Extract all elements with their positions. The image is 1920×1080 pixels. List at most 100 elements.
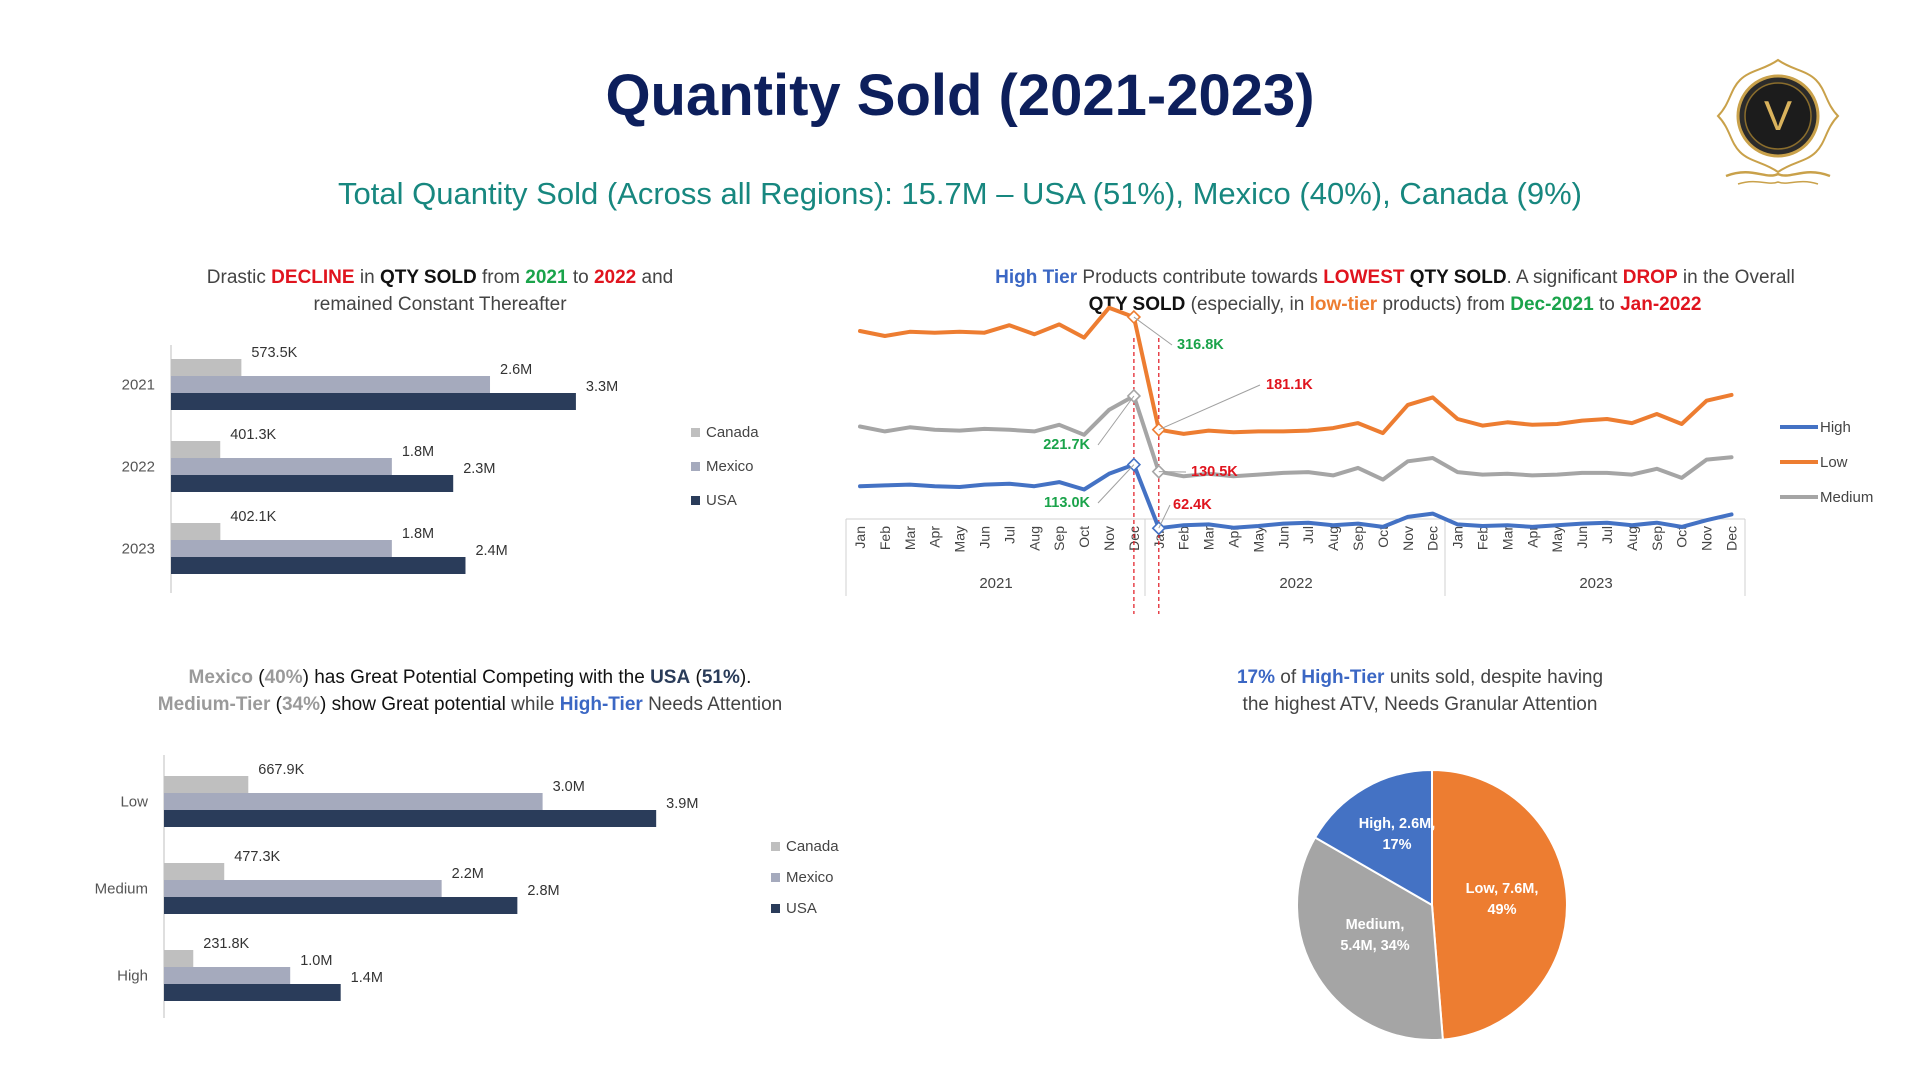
logo-letter: V xyxy=(1764,92,1792,139)
brand-logo: V xyxy=(1712,56,1844,198)
pie-slice-medium xyxy=(1296,836,1444,1041)
tier-bar-bar xyxy=(164,880,442,897)
year-bar-legend-swatch xyxy=(691,462,700,471)
year-bar-category-label: 2022 xyxy=(122,459,155,476)
monthly-line-month-label: Apr xyxy=(927,526,943,548)
year-bar-data-label: 1.8M xyxy=(402,526,434,542)
tier-bar-bar xyxy=(164,810,657,827)
monthly-line-callout-leader xyxy=(1097,395,1135,446)
pie-slice-label: Low, 7.6M, xyxy=(1466,881,1539,897)
monthly-line-month-label: May xyxy=(1549,526,1565,552)
monthly-line-month-label: Sep xyxy=(1051,526,1067,551)
monthly-line-month-label: Oct xyxy=(1375,526,1391,548)
monthly-line-series-medium xyxy=(858,394,1734,482)
tier-bar-data-label: 3.0M xyxy=(553,779,585,795)
tier-bar-data-label: 1.4M xyxy=(351,970,383,986)
tier-bar-data-label: 2.2M xyxy=(452,866,484,882)
year-bar-bar xyxy=(171,376,491,393)
year-bar-bar xyxy=(171,441,221,458)
year-bar-bar xyxy=(171,458,392,475)
tier-bar-legend-label: Mexico xyxy=(786,869,834,886)
page-subtitle: Total Quantity Sold (Across all Regions)… xyxy=(338,176,1582,211)
monthly-line-callout-leader xyxy=(1158,384,1261,431)
monthly-line-month-label: Mar xyxy=(902,526,918,550)
monthly-line-callout-leader xyxy=(1097,464,1135,504)
monthly-line-month-label: Jul xyxy=(1300,526,1316,544)
year-bar-legend-swatch xyxy=(691,496,700,505)
tier-bar-bar xyxy=(164,967,291,984)
year-bar-title: Drastic DECLINE in QTY SOLD from 2021 to… xyxy=(206,267,674,315)
monthly-line-month-label: Mar xyxy=(1499,526,1515,550)
year-bar-category-label: 2023 xyxy=(122,541,155,558)
monthly-line-month-label: Feb xyxy=(1176,526,1192,550)
monthly-line-month-label: Aug xyxy=(1624,526,1640,551)
monthly-line-month-label: Sep xyxy=(1649,526,1665,551)
monthly-line-year-label: 2021 xyxy=(979,575,1012,592)
pie-slice-label: 49% xyxy=(1487,902,1516,918)
tier-bar-bar xyxy=(164,776,249,793)
year-bar-data-label: 573.5K xyxy=(251,345,297,361)
year-bar-bar xyxy=(171,393,576,410)
pie-slice-label: High, 2.6M, xyxy=(1359,816,1436,832)
monthly-line-title: High Tier Products contribute towards LO… xyxy=(995,267,1795,315)
year-bar-category-label: 2021 xyxy=(122,377,155,394)
year-bar-legend-label: Mexico xyxy=(706,458,754,475)
year-bar-bar xyxy=(171,557,466,574)
tier-bar-data-label: 1.0M xyxy=(300,953,332,969)
monthly-line-month-label: Jun xyxy=(977,526,993,549)
monthly-line-month-label: Nov xyxy=(1101,526,1117,551)
pie-slice-label: 17% xyxy=(1382,837,1411,853)
monthly-line-month-label: Nov xyxy=(1699,526,1715,551)
year-bar-bar xyxy=(171,475,454,492)
monthly-line-month-label: Feb xyxy=(877,526,893,550)
monthly-line-month-label: Aug xyxy=(1325,526,1341,551)
monthly-line-month-label: Nov xyxy=(1400,526,1416,551)
monthly-line-callout-label: 113.0K xyxy=(1044,495,1090,511)
monthly-line-callout-label: 181.1K xyxy=(1266,377,1313,393)
tier-bar-legend-swatch xyxy=(771,842,780,851)
tier-bar-data-label: 477.3K xyxy=(234,849,280,865)
tier-bar-data-label: 2.8M xyxy=(527,883,559,899)
pie-slice-label: 5.4M, 34% xyxy=(1340,938,1409,954)
monthly-line-month-label: May xyxy=(1250,526,1266,552)
monthly-line-month-label: Jun xyxy=(1275,526,1291,549)
year-bar-bar xyxy=(171,540,392,557)
monthly-line-month-label: Jan xyxy=(1450,526,1466,549)
monthly-line-month-label: Dec xyxy=(1425,526,1441,551)
monthly-line-callout-label: 62.4K xyxy=(1173,497,1212,513)
monthly-line-month-label: Sep xyxy=(1350,526,1366,551)
monthly-line-callout-label: 130.5K xyxy=(1191,464,1238,480)
page-title: Quantity Sold (2021-2023) xyxy=(605,63,1315,128)
monthly-line-month-label: Oct xyxy=(1674,526,1690,548)
tier-bar-data-label: 231.8K xyxy=(203,936,249,952)
year-bar-legend-label: USA xyxy=(706,492,737,509)
monthly-line-month-label: Jul xyxy=(1599,526,1615,544)
monthly-line-month-label: Oct xyxy=(1076,526,1092,548)
tier-bar-category-label: Medium xyxy=(95,881,148,898)
year-bar-data-label: 401.3K xyxy=(230,427,276,443)
monthly-line-legend-label: High xyxy=(1820,419,1851,436)
monthly-line-month-label: May xyxy=(952,526,968,552)
tier-bar-bar xyxy=(164,950,194,967)
pie-title: 17% of High-Tier units sold, despite hav… xyxy=(1236,667,1604,715)
monthly-line-month-label: Apr xyxy=(1524,526,1540,548)
pie-slice-label: Medium, xyxy=(1346,917,1405,933)
tier-bar-category-label: High xyxy=(117,968,148,985)
tier-bar-bar xyxy=(164,984,341,1001)
year-bar-bar xyxy=(171,359,242,376)
year-bar-bar xyxy=(171,523,221,540)
pie-slice-high xyxy=(1313,768,1433,907)
tier-bar-data-label: 3.9M xyxy=(666,796,698,812)
monthly-line-callout-label: 316.8K xyxy=(1177,337,1224,353)
monthly-line-year-label: 2023 xyxy=(1579,575,1612,592)
monthly-line-legend-label: Medium xyxy=(1820,489,1873,506)
pie-slice-low xyxy=(1431,768,1568,1041)
tier-bar-legend-swatch xyxy=(771,873,780,882)
monthly-line-series-high xyxy=(858,462,1734,531)
monthly-line-series-low xyxy=(858,305,1734,436)
monthly-line-month-label: Mar xyxy=(1201,526,1217,550)
year-bar-data-label: 1.8M xyxy=(402,444,434,460)
year-bar-data-label: 2.4M xyxy=(475,543,507,559)
monthly-line-legend-label: Low xyxy=(1820,454,1848,471)
